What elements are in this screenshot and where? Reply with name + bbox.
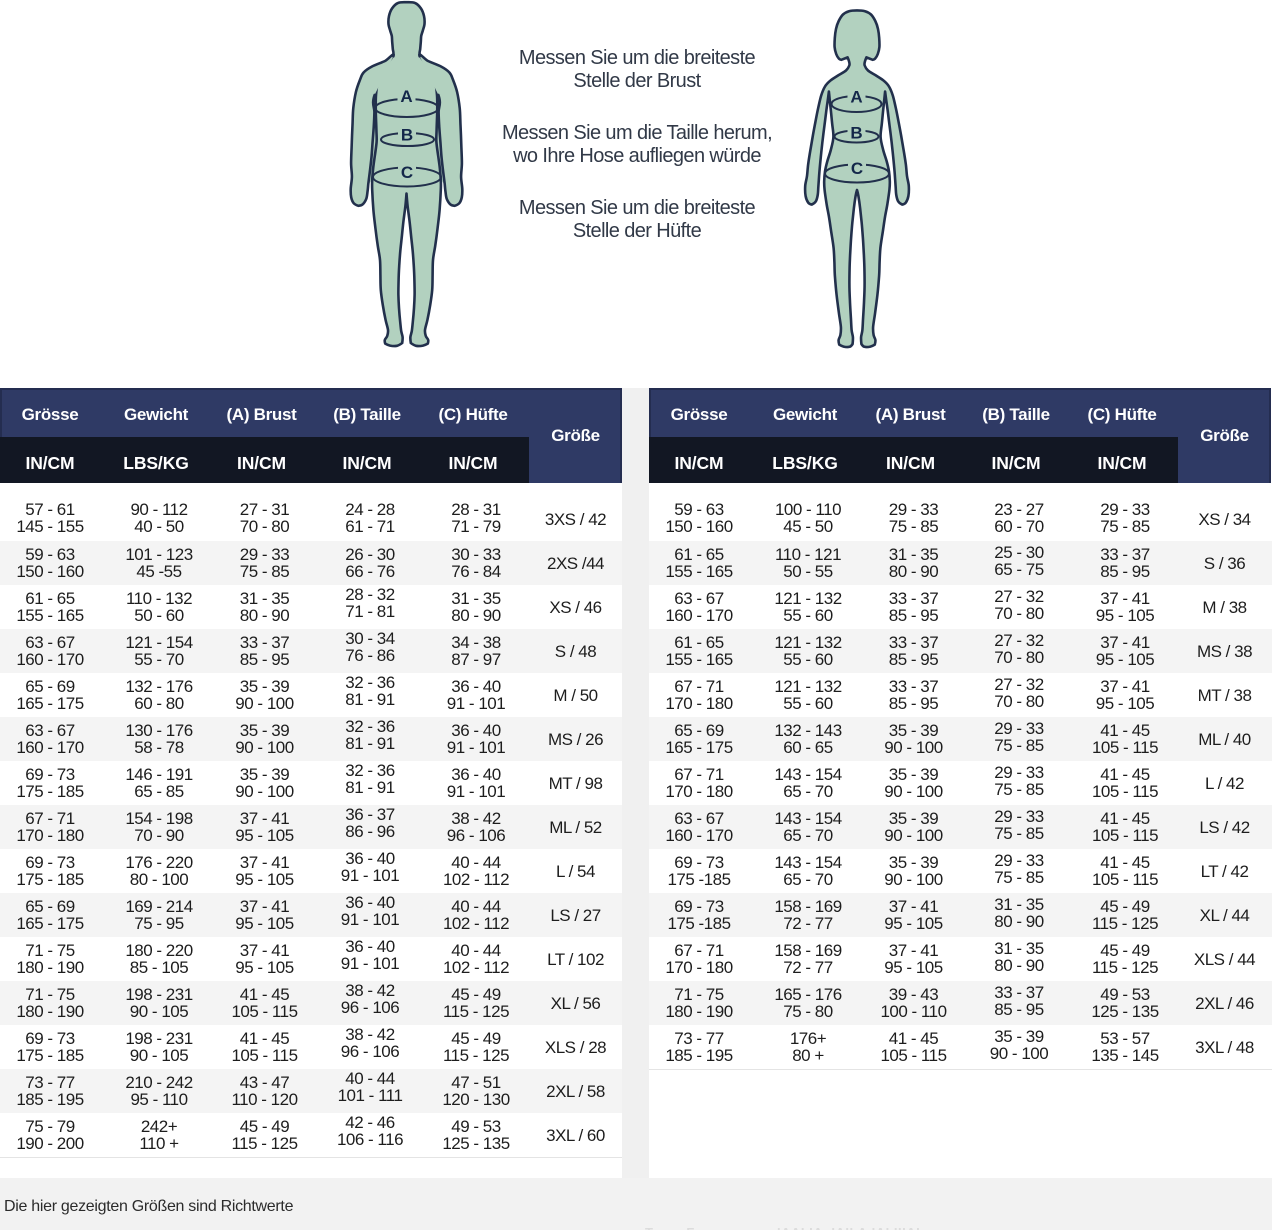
svg-text:B: B	[401, 126, 413, 145]
svg-text:A: A	[850, 88, 862, 107]
svg-text:C: C	[401, 163, 413, 182]
svg-text:A: A	[400, 87, 412, 106]
svg-text:C: C	[851, 159, 863, 178]
svg-text:B: B	[850, 124, 862, 143]
